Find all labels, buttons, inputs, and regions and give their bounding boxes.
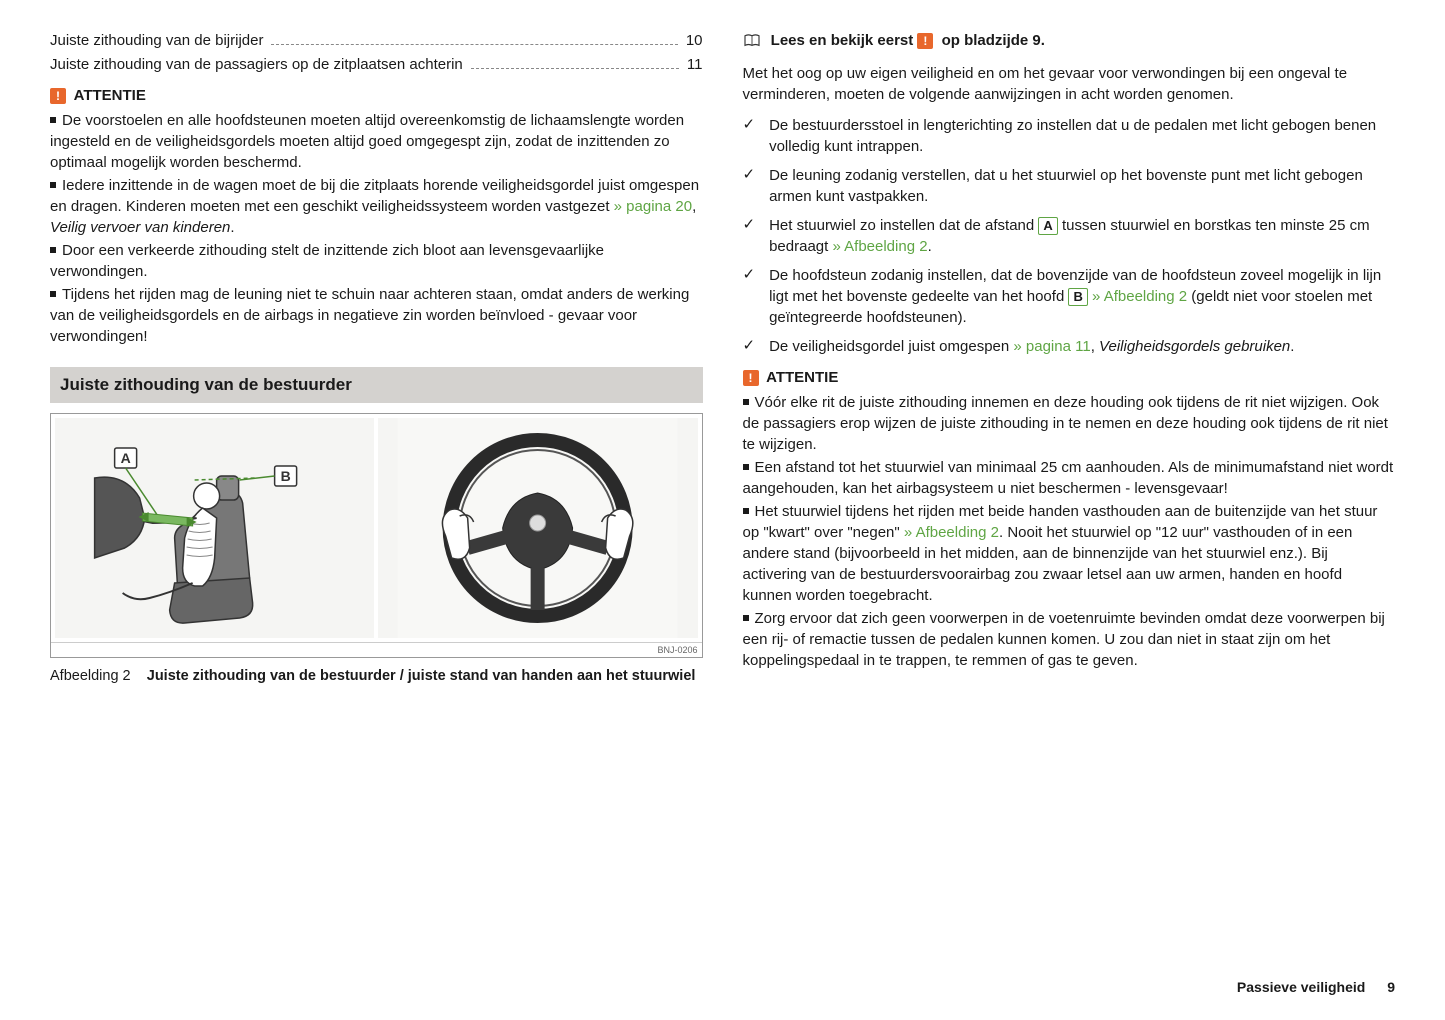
figure-caption-text: Juiste zithouding van de bestuurder / ju… <box>147 668 696 684</box>
check-item: ✓ De bestuurdersstoel in lengterichting … <box>743 115 1396 157</box>
figure-link[interactable]: » Afbeelding 2 <box>904 524 999 541</box>
warning-icon: ! <box>50 88 66 104</box>
attention-item: De voorstoelen en alle hoofdsteunen moet… <box>50 110 703 173</box>
attention-item: Vóór elke rit de juiste zithouding innem… <box>743 392 1396 455</box>
check-icon: ✓ <box>743 165 756 185</box>
driver-posture-illustration: A B <box>55 418 374 638</box>
figure-panel-left: A B <box>55 418 374 638</box>
attention-label: ATTENTIE <box>74 87 146 104</box>
steering-wheel-illustration <box>378 418 697 638</box>
check-icon: ✓ <box>743 336 756 356</box>
read-first-line: Lees en bekijk eerst ! op bladzijde 9. <box>743 30 1396 51</box>
toc-line: Juiste zithouding van de passagiers op d… <box>50 54 703 75</box>
check-icon: ✓ <box>743 215 756 235</box>
figure-panel-right <box>378 418 697 638</box>
attention-item: Het stuurwiel tijdens het rijden met bei… <box>743 501 1396 606</box>
bullet-icon <box>50 117 56 123</box>
bullet-icon <box>50 291 56 297</box>
page-link[interactable]: » pagina 11 <box>1013 338 1090 355</box>
attention-title: ! ATTENTIE <box>50 85 703 106</box>
attention-title: ! ATTENTIE <box>743 367 1396 388</box>
bullet-icon <box>743 615 749 621</box>
toc-page: 11 <box>687 54 703 75</box>
bullet-icon <box>743 508 749 514</box>
check-list: ✓ De bestuurdersstoel in lengterichting … <box>743 115 1396 357</box>
attention-label: ATTENTIE <box>766 369 838 386</box>
figure-link[interactable]: » Afbeelding 2 <box>832 238 927 255</box>
attention-item: Zorg ervoor dat zich geen voorwerpen in … <box>743 608 1396 671</box>
book-icon <box>743 34 761 48</box>
check-icon: ✓ <box>743 115 756 135</box>
fig-label-a: A <box>121 450 131 466</box>
image-code: BNJ-0206 <box>51 642 702 658</box>
warning-icon: ! <box>917 33 933 49</box>
intro-paragraph: Met het oog op uw eigen veiligheid en om… <box>743 63 1396 105</box>
figure-panels: A B <box>51 414 702 642</box>
check-icon: ✓ <box>743 265 756 285</box>
bullet-icon <box>50 247 56 253</box>
check-item: ✓ Het stuurwiel zo instellen dat de afst… <box>743 215 1396 257</box>
check-item: ✓ De hoofdsteun zodanig instellen, dat d… <box>743 265 1396 328</box>
attention-item: Door een verkeerde zithouding stelt de i… <box>50 240 703 282</box>
bullet-icon <box>50 182 56 188</box>
figure-number: Afbeelding 2 <box>50 668 131 684</box>
toc-text: Juiste zithouding van de passagiers op d… <box>50 54 463 75</box>
right-column: Lees en bekijk eerst ! op bladzijde 9. M… <box>743 30 1396 687</box>
figure-link[interactable]: » Afbeelding 2 <box>1092 288 1187 305</box>
section-header: Juiste zithouding van de bestuurder <box>50 367 703 403</box>
bullet-icon <box>743 464 749 470</box>
toc-page: 10 <box>686 30 703 51</box>
page-footer: Passieve veiligheid 9 <box>1237 978 1395 998</box>
figure-2: A B <box>50 413 703 659</box>
bullet-icon <box>743 399 749 405</box>
attention-box-2: ! ATTENTIE Vóór elke rit de juiste zitho… <box>743 367 1396 671</box>
check-item: ✓ De leuning zodanig verstellen, dat u h… <box>743 165 1396 207</box>
toc-line: Juiste zithouding van de bijrijder 10 <box>50 30 703 51</box>
figure-caption: Afbeelding 2 Juiste zithouding van de be… <box>50 666 703 686</box>
footer-page-number: 9 <box>1387 979 1395 995</box>
toc-text: Juiste zithouding van de bijrijder <box>50 30 263 51</box>
page-container: Juiste zithouding van de bijrijder 10 Ju… <box>50 30 1395 687</box>
fig-label-b: B <box>281 468 291 484</box>
page-link[interactable]: » pagina 20 <box>614 198 692 215</box>
check-item: ✓ De veiligheidsgordel juist omgespen » … <box>743 336 1396 357</box>
attention-item: Een afstand tot het stuurwiel van minima… <box>743 457 1396 499</box>
toc-dots <box>271 44 677 45</box>
toc-dots <box>471 68 679 69</box>
ref-box-a: A <box>1038 217 1057 235</box>
footer-section: Passieve veiligheid <box>1237 979 1365 995</box>
attention-item: Tijdens het rijden mag de leuning niet t… <box>50 284 703 347</box>
attention-box-1: ! ATTENTIE De voorstoelen en alle hoofds… <box>50 85 703 347</box>
left-column: Juiste zithouding van de bijrijder 10 Ju… <box>50 30 703 687</box>
warning-icon: ! <box>743 370 759 386</box>
ref-box-b: B <box>1068 288 1087 306</box>
attention-item: Iedere inzittende in de wagen moet de bi… <box>50 175 703 238</box>
